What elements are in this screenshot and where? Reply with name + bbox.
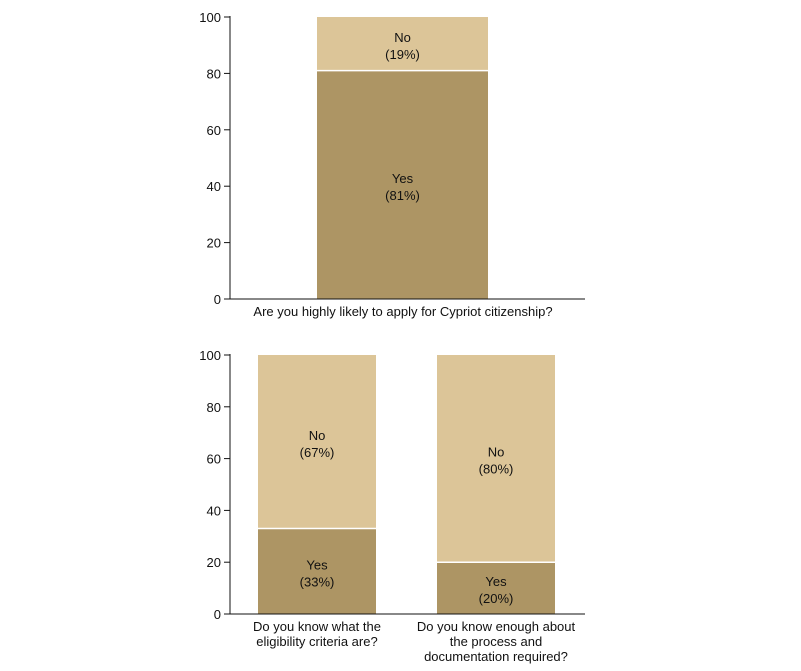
data-value-no-0: (19%) (385, 47, 420, 62)
y-tick-label-20: 20 (207, 555, 221, 570)
x-category-label-0: Are you highly likely to apply for Cypri… (253, 304, 552, 319)
y-tick-label-40: 40 (207, 503, 221, 518)
data-label-no-0: No (394, 30, 411, 45)
data-label-yes-0: Yes (306, 557, 328, 572)
bar-no-0 (258, 355, 376, 529)
data-label-yes-1: Yes (485, 574, 507, 589)
x-category-label-1: Do you know enough about the process and d… (417, 619, 576, 664)
data-value-yes-0: (81%) (385, 188, 420, 203)
bar-yes-0 (258, 528, 376, 614)
y-tick-label-0: 0 (214, 292, 221, 307)
y-tick-label-40: 40 (207, 179, 221, 194)
bar-no-1 (437, 355, 555, 563)
data-label-yes-0: Yes (392, 171, 414, 186)
y-tick-label-100: 100 (199, 348, 221, 363)
y-tick-label-0: 0 (214, 607, 221, 622)
bar-yes-0 (317, 70, 488, 299)
data-label-no-0: No (309, 428, 326, 443)
data-value-yes-1: (20%) (479, 591, 514, 606)
data-value-no-0: (67%) (300, 445, 335, 460)
y-tick-label-60: 60 (207, 123, 221, 138)
data-label-no-1: No (488, 445, 505, 460)
y-tick-label-60: 60 (207, 452, 221, 467)
y-tick-label-80: 80 (207, 66, 221, 81)
y-tick-label-20: 20 (207, 236, 221, 251)
bar-yes-1 (437, 562, 555, 614)
data-value-no-1: (80%) (479, 462, 514, 477)
x-category-label-0: Do you know what the eligibility criteria… (253, 619, 381, 649)
bar-no-0 (317, 17, 488, 71)
y-tick-label-100: 100 (199, 10, 221, 25)
y-tick-label-80: 80 (207, 400, 221, 415)
chart-panel-knowledge: Yes (33%) No (67%) Yes (20%) No (80%) 0 20 40 60 80 1… (199, 348, 585, 664)
data-value-yes-0: (33%) (300, 574, 335, 589)
chart-panel-citizenship: Yes (81%) No (19%) 0 20 40 60 80 100 Are you highl… (199, 10, 585, 319)
